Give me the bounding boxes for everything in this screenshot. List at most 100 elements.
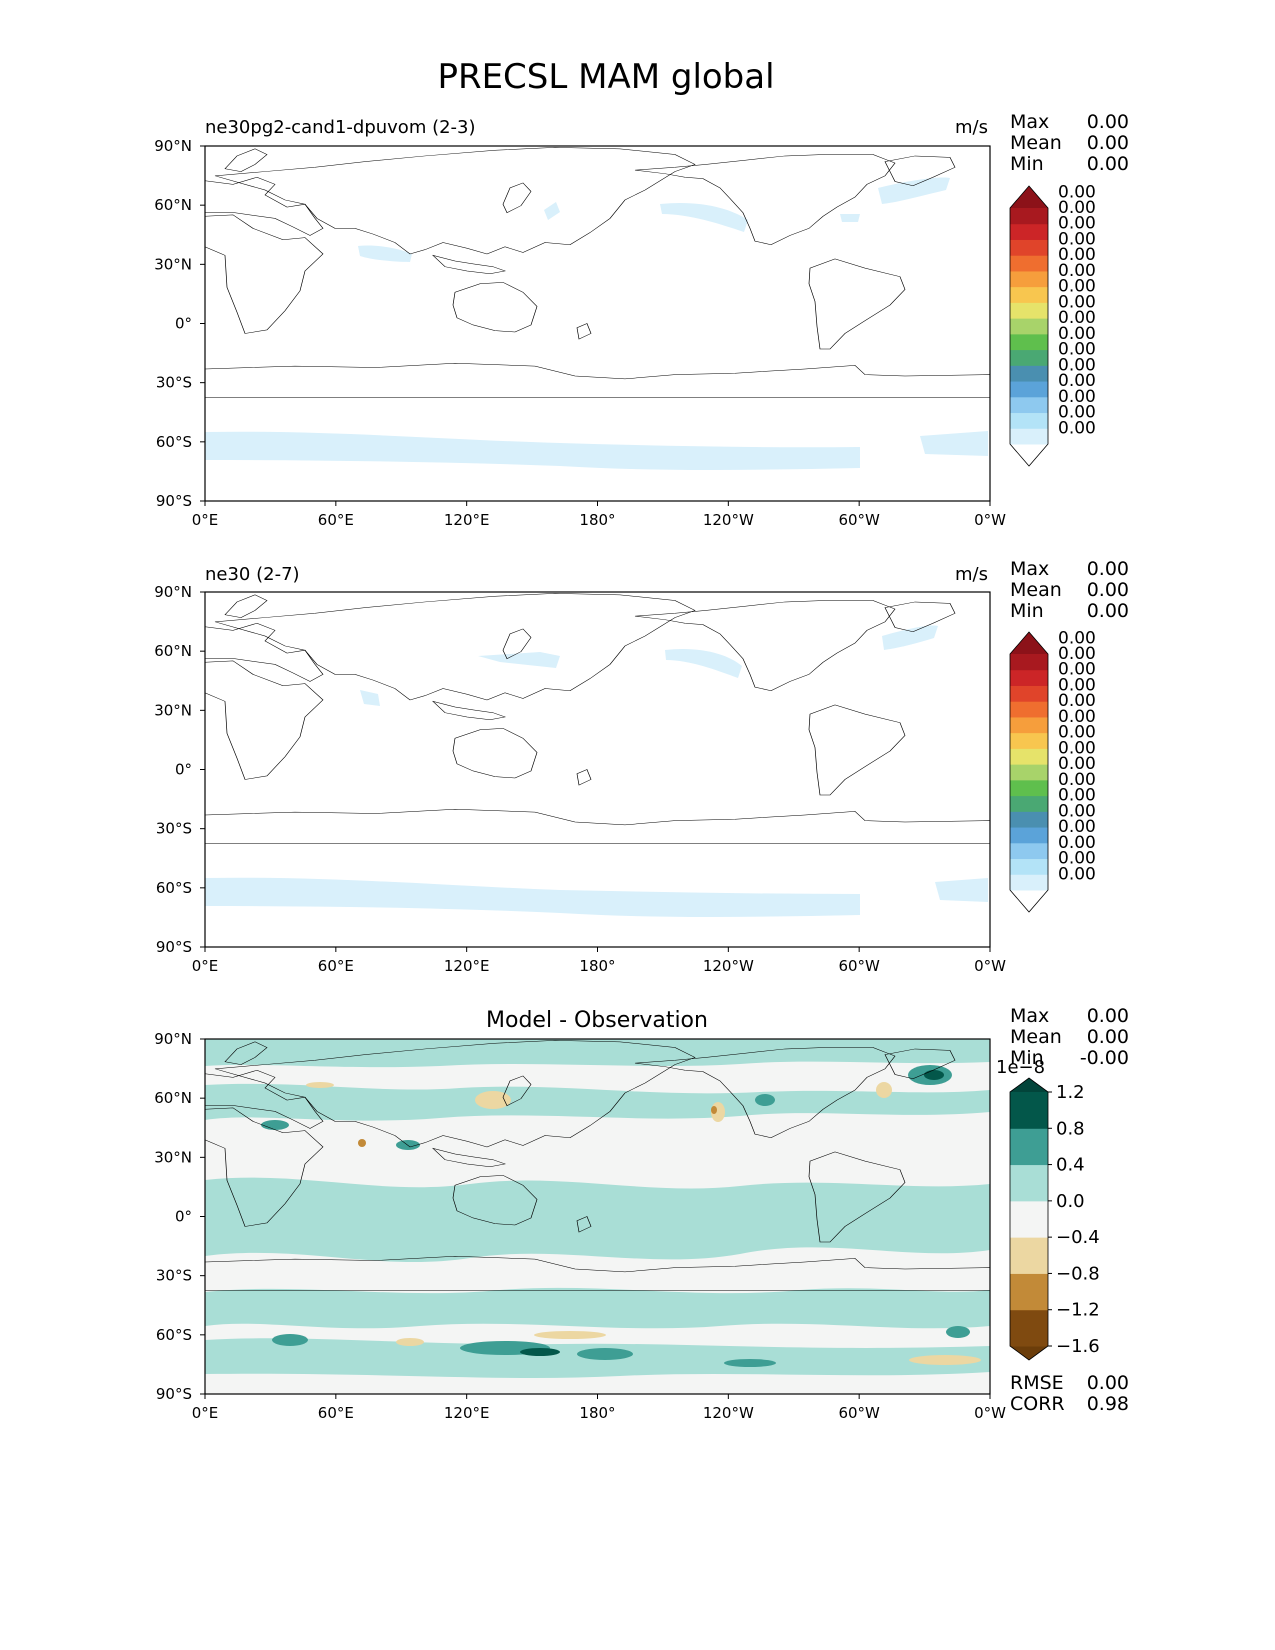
- x-tick-label: 0°E: [192, 511, 219, 529]
- diff-patch-dark: [520, 1348, 560, 1356]
- north-pacific-band: [660, 202, 748, 232]
- colorbar-segment: [1010, 286, 1048, 303]
- colorbar-layer: 0.000.000.000.000.000.000.000.000.000.00…: [996, 182, 1100, 1361]
- stat-value: -0.00: [1080, 1047, 1129, 1069]
- y-tick-label: 90°S: [156, 492, 192, 510]
- colorbar-segment: [1010, 428, 1048, 445]
- y-tick-label: 0°: [175, 761, 192, 779]
- colorbar-segment: [1010, 318, 1048, 335]
- colorbar-segment: [1010, 701, 1048, 718]
- diff-band-tropics: [205, 1177, 990, 1263]
- x-tick-label: 120°W: [703, 957, 754, 975]
- colorbar-tick-label: 0.00: [1058, 801, 1096, 821]
- colorbar-tick-label: 0.00: [1058, 628, 1096, 648]
- colorbar-tick-label: 0.4: [1056, 1155, 1085, 1176]
- colorbar-tick-label: 0.00: [1058, 387, 1096, 407]
- colorbar-tick-label: 1.2: [1056, 1082, 1085, 1103]
- panel-reference-model: ne30 (2-7) m/s: [204, 564, 991, 948]
- stat-label: Min: [1010, 153, 1044, 175]
- colorbar-tick-label: 0.00: [1058, 198, 1096, 218]
- figure-title: PRECSL MAM global: [437, 57, 774, 97]
- diff-patch-negative: [534, 1331, 606, 1339]
- diff-patch-dark: [272, 1334, 308, 1346]
- panel-units: m/s: [955, 117, 988, 138]
- colorbar-segment: [1010, 811, 1048, 828]
- stat-label: Max: [1010, 558, 1049, 580]
- y-tick-label: 60°N: [154, 196, 192, 214]
- y-tick-label: 90°N: [154, 1030, 192, 1048]
- southern-ocean-band-east: [935, 878, 988, 902]
- colorbar-tick-label: 0.8: [1056, 1118, 1085, 1139]
- y-tick-label: 0°: [175, 315, 192, 333]
- colorbar-segment: [1010, 412, 1048, 429]
- colorbar-segment: [1010, 1164, 1048, 1202]
- y-tick-label: 90°N: [154, 583, 192, 601]
- colorbar-tick-label: 0.00: [1058, 182, 1096, 202]
- diff-band-north: [205, 1083, 990, 1121]
- stat-value: 0.98: [1087, 1393, 1129, 1415]
- colorbar-tick-label: 0.00: [1058, 403, 1096, 423]
- y-tick-label: 30°N: [154, 701, 192, 719]
- diff-patch-dark: [755, 1094, 775, 1106]
- diff-patch-strong-negative: [358, 1139, 366, 1147]
- colorbar-segment: [1010, 270, 1048, 288]
- colorbar-segment: [1010, 239, 1048, 256]
- y-tick-label: 60°N: [154, 642, 192, 660]
- stat-label: Min: [1010, 1047, 1044, 1069]
- diff-patch-negative: [475, 1091, 511, 1109]
- y-tick-label: 30°S: [156, 1267, 192, 1285]
- colorbar-segment: [1010, 1309, 1048, 1347]
- colorbar-segment: [1010, 827, 1048, 844]
- colorbar-tick-label: 0.00: [1058, 214, 1096, 234]
- x-tick-label: 180°: [579, 957, 615, 975]
- stat-label: CORR: [1010, 1393, 1065, 1415]
- greenland-band: [878, 177, 950, 204]
- stat-value: 0.00: [1087, 153, 1129, 175]
- stat-value: 0.00: [1087, 600, 1129, 622]
- colorbar-segment: [1010, 381, 1048, 398]
- colorbar-segment: [1010, 365, 1048, 382]
- north-pacific-band: [665, 648, 742, 678]
- map-area: [205, 1039, 990, 1394]
- y-tick-label: 0°: [175, 1208, 192, 1226]
- y-tick-label: 30°S: [156, 374, 192, 392]
- diff-band-south: [205, 1287, 990, 1329]
- colorbar-segment: [1010, 208, 1048, 225]
- panel-left-title: ne30pg2-cand1-dpuvom (2-3): [205, 117, 476, 138]
- colorbar-tick-label: 0.00: [1058, 864, 1096, 884]
- colorbar-tick-label: 0.00: [1058, 754, 1096, 774]
- colorbar-tick-label: 0.00: [1058, 660, 1096, 680]
- tibet-patch: [358, 245, 412, 262]
- southern-ocean-band: [205, 431, 860, 470]
- colorbar-extend-high: [1010, 1078, 1048, 1092]
- x-tick-label: 60°E: [318, 1404, 354, 1422]
- y-tick-label: 30°N: [154, 1148, 192, 1166]
- colorbar-tick-label: 0.00: [1058, 292, 1096, 312]
- colorbar-tick-label: −0.4: [1056, 1227, 1100, 1248]
- colorbar-tick-label: 0.00: [1058, 691, 1096, 711]
- diff-patch-dark: [946, 1326, 970, 1338]
- x-tick-label: 180°: [579, 1404, 615, 1422]
- stat-label: RMSE: [1010, 1372, 1064, 1394]
- colorbar-segment: [1010, 874, 1048, 891]
- stat-value: 0.00: [1087, 558, 1129, 580]
- southern-ocean-band: [205, 877, 860, 917]
- panel-difference: Model - Observation: [204, 1008, 991, 1395]
- labrador-patch: [840, 214, 860, 222]
- colorbar-segment: [1010, 858, 1048, 875]
- x-tick-label: 60°W: [838, 957, 880, 975]
- colorbar-tick-label: 0.00: [1058, 371, 1096, 391]
- colorbar-tick-label: 0.00: [1058, 817, 1096, 837]
- diff-patch-negative: [396, 1338, 424, 1346]
- panel-left-title: ne30 (2-7): [205, 564, 300, 585]
- diff-patch-dark: [577, 1348, 633, 1360]
- colorbar-tick-label: 0.00: [1058, 786, 1096, 806]
- stat-label: Mean: [1010, 579, 1062, 601]
- y-tick-label: 60°N: [154, 1089, 192, 1107]
- y-tick-label: 90°N: [154, 137, 192, 155]
- diff-patch-strong-negative: [711, 1106, 717, 1114]
- x-tick-label: 60°W: [838, 1404, 880, 1422]
- stat-value: 0.00: [1087, 1372, 1129, 1394]
- colorbar-segment: [1010, 333, 1048, 351]
- x-tick-label: 120°E: [444, 1404, 490, 1422]
